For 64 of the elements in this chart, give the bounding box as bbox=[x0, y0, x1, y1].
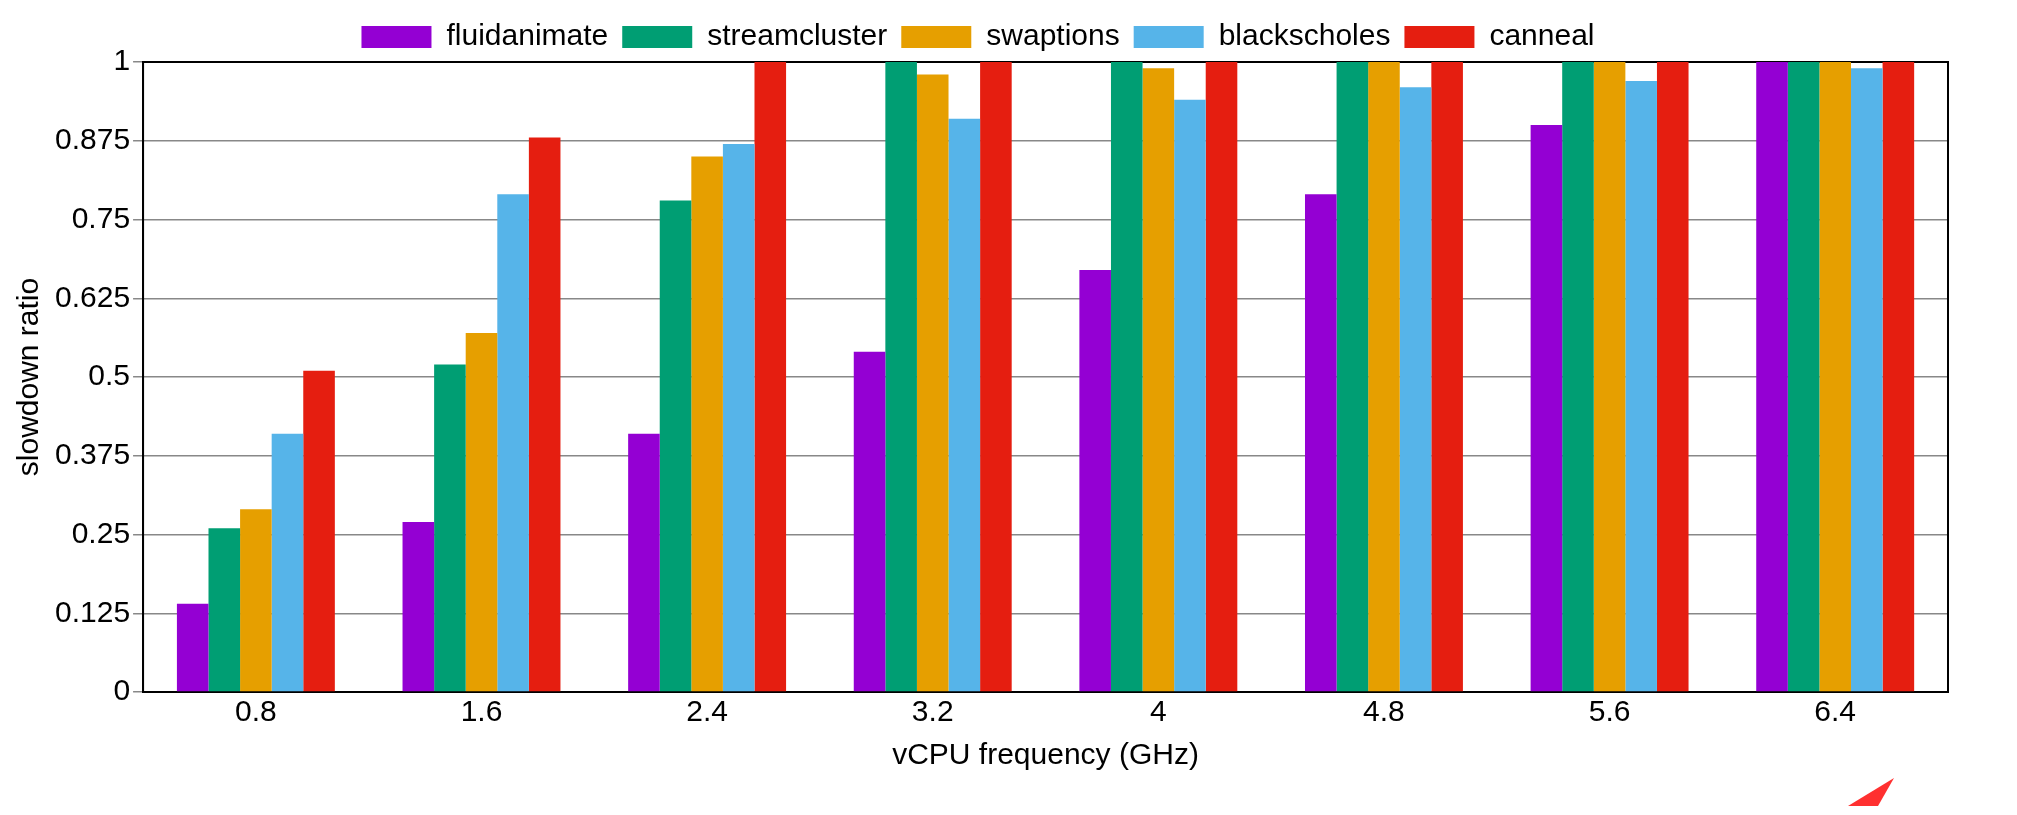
bar bbox=[1562, 62, 1594, 692]
bar bbox=[948, 118, 981, 692]
legend-label: canneal bbox=[1489, 18, 1595, 52]
bar bbox=[271, 433, 304, 692]
bar bbox=[497, 194, 529, 692]
bar bbox=[1593, 62, 1626, 692]
bar bbox=[1110, 62, 1143, 692]
bar bbox=[465, 332, 498, 692]
x-axis-title: vCPU frequency (GHz) bbox=[892, 737, 1199, 771]
bar bbox=[402, 521, 435, 692]
x-tick-label: 4 bbox=[1150, 694, 1167, 728]
bar bbox=[980, 62, 1012, 692]
bar bbox=[722, 143, 755, 692]
legend-label: fluidanimate bbox=[446, 18, 609, 52]
bar bbox=[659, 200, 692, 692]
bar bbox=[1656, 62, 1689, 692]
bar bbox=[1304, 194, 1337, 692]
bar bbox=[1336, 62, 1369, 692]
bar bbox=[176, 603, 209, 692]
bar bbox=[434, 364, 466, 692]
bar bbox=[885, 62, 917, 692]
bar bbox=[1368, 62, 1400, 692]
bar bbox=[1431, 62, 1463, 692]
y-tick-label: 0.375 bbox=[55, 437, 131, 471]
y-tick-label: 1 bbox=[113, 43, 131, 77]
bar bbox=[1174, 99, 1206, 692]
x-tick-label: 6.4 bbox=[1814, 694, 1857, 728]
bar bbox=[1399, 87, 1432, 692]
bar bbox=[628, 433, 660, 692]
y-tick-label: 0.75 bbox=[71, 200, 131, 234]
bar bbox=[1205, 62, 1238, 692]
bar bbox=[303, 370, 335, 692]
bar bbox=[1756, 62, 1788, 692]
bar bbox=[916, 74, 949, 692]
x-tick-label: 4.8 bbox=[1363, 694, 1405, 728]
bar bbox=[691, 156, 723, 692]
x-tick-label: 5.6 bbox=[1588, 694, 1631, 728]
bar bbox=[1625, 80, 1657, 692]
y-tick-label: 0 bbox=[113, 673, 131, 707]
y-tick-label: 0.625 bbox=[55, 279, 131, 313]
bar bbox=[1819, 62, 1851, 692]
x-tick-label: 1.6 bbox=[460, 694, 503, 728]
x-tick-label: 2.4 bbox=[686, 694, 728, 728]
bar bbox=[1142, 68, 1175, 692]
legend-label: streamcluster bbox=[707, 18, 888, 52]
y-tick-label: 0.125 bbox=[55, 594, 131, 628]
bar bbox=[528, 137, 561, 692]
legend-label: blackscholes bbox=[1218, 18, 1391, 52]
bar bbox=[754, 62, 787, 692]
bar bbox=[240, 509, 272, 692]
bar bbox=[1079, 269, 1111, 692]
x-tick-label: 0.8 bbox=[235, 694, 277, 728]
bar bbox=[853, 351, 886, 692]
y-tick-label: 0.25 bbox=[71, 515, 131, 549]
bar bbox=[1787, 62, 1820, 692]
legend-label: swaptions bbox=[986, 18, 1120, 52]
bar bbox=[1882, 62, 1915, 692]
x-tick-label: 3.2 bbox=[911, 694, 954, 728]
y-axis-title: slowdown ratio bbox=[11, 277, 45, 477]
bar bbox=[1530, 125, 1563, 692]
y-tick-label: 0.875 bbox=[55, 122, 131, 156]
bar bbox=[1850, 68, 1883, 692]
y-tick-label: 0.5 bbox=[88, 358, 131, 392]
bar bbox=[208, 528, 241, 692]
